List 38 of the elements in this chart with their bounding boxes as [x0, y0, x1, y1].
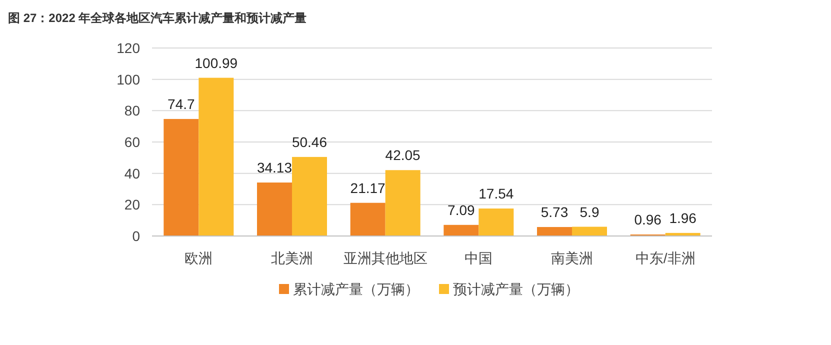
data-label: 50.46: [292, 134, 328, 150]
x-tick-label: 中东/非洲: [635, 250, 696, 266]
data-label: 42.05: [385, 147, 421, 164]
x-tick-label: 北美洲: [271, 250, 313, 266]
chart-title: 图 27：2022 年全球各地区汽车累计减产量和预计减产量: [8, 11, 307, 25]
data-label: 17.54: [478, 186, 514, 202]
x-tick-label: 南美洲: [551, 250, 593, 266]
data-label: 21.17: [350, 180, 386, 196]
data-label: 74.7: [168, 96, 196, 112]
y-tick-label: 60: [124, 134, 140, 150]
bar: [164, 118, 199, 236]
data-label: 5.73: [540, 204, 568, 220]
data-label: 7.09: [448, 202, 476, 218]
data-label: 5.9: [580, 204, 600, 220]
y-tick-label: 40: [124, 165, 140, 182]
data-label: 34.13: [256, 160, 292, 176]
data-label: 0.96: [634, 211, 662, 228]
bar: [350, 202, 386, 236]
y-tick-label: 0: [132, 228, 140, 244]
bar: [444, 224, 479, 236]
x-tick-label: 中国: [464, 250, 493, 266]
x-tick-label: 亚洲其他地区: [343, 250, 428, 266]
legend-label: 累计减产量（万辆）: [293, 281, 419, 297]
y-tick-label: 120: [116, 40, 140, 56]
bar: [292, 156, 327, 236]
bar: [257, 182, 292, 236]
y-tick-label: 80: [124, 102, 140, 119]
bar: [198, 78, 234, 236]
bar: [572, 226, 607, 236]
data-label: 100.99: [194, 54, 238, 71]
bar: [478, 208, 514, 236]
data-label: 1.96: [669, 210, 697, 226]
y-tick-label: 100: [116, 71, 140, 88]
y-tick-label: 20: [124, 196, 140, 213]
x-tick-label: 欧洲: [184, 250, 213, 266]
bar: [537, 227, 572, 236]
bar: [385, 170, 420, 236]
legend-label: 预计减产量（万辆）: [453, 281, 579, 297]
